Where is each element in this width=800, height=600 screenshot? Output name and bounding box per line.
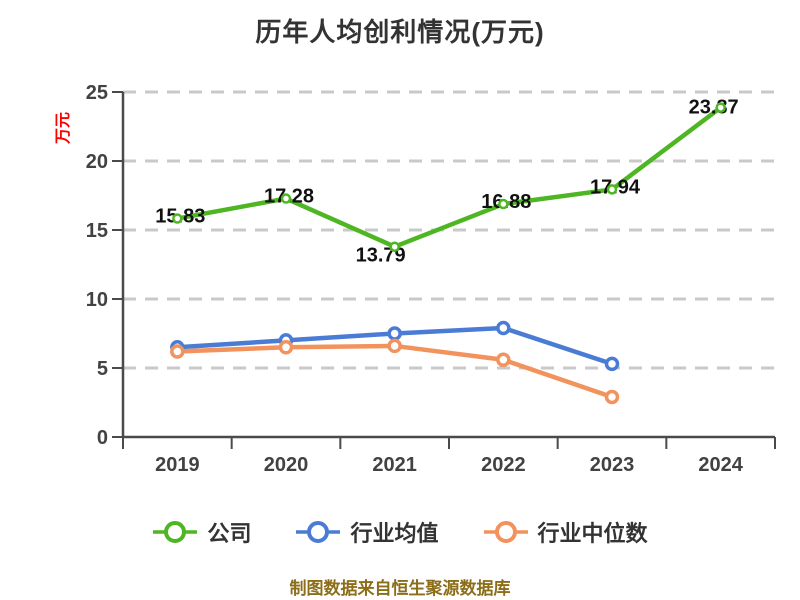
data-point [606, 184, 618, 195]
data-point [387, 326, 402, 341]
data-point [496, 320, 511, 336]
data-point [170, 344, 185, 359]
data-point [389, 241, 400, 252]
y-tick-label: 0 [97, 427, 108, 449]
y-tick-label: 10 [86, 289, 108, 311]
data-point [604, 356, 620, 372]
line-marker-icon [153, 521, 198, 543]
data-point [278, 340, 294, 355]
legend-item-industry-average: 行业均值 [295, 516, 439, 548]
y-tick-label: 5 [97, 358, 108, 380]
legend-label: 行业均值 [350, 521, 439, 546]
data-source-caption: 制图数据来自恒生聚源数据库 [289, 579, 511, 598]
data-label: 23.87 [689, 97, 739, 119]
data-point [387, 338, 402, 354]
data-point [715, 102, 726, 113]
chart-title: 历年人均创利情况(万元) [255, 17, 545, 47]
series-line-2 [175, 343, 615, 400]
x-tick-label: 2019 [155, 454, 200, 476]
x-tick-label: 2020 [264, 454, 309, 476]
legend-label: 行业中位数 [537, 521, 648, 546]
x-tick-label: 2024 [698, 454, 743, 476]
y-tick-label: 15 [86, 220, 108, 242]
x-tick-label: 2021 [372, 454, 417, 476]
line-marker-icon [483, 521, 528, 543]
line-marker-icon [296, 521, 341, 543]
legend: 公司 行业均值 行业中位数 [0, 516, 800, 548]
y-tick-label: 25 [86, 82, 108, 104]
data-point [498, 198, 509, 210]
data-point [604, 389, 620, 405]
series-line-0 [175, 105, 723, 249]
legend-item-industry-median: 行业中位数 [483, 516, 648, 548]
legend-label: 公司 [207, 521, 252, 546]
x-tick-label: 2023 [590, 454, 635, 476]
legend-item-company: 公司 [152, 516, 251, 548]
y-tick-label: 20 [86, 151, 108, 173]
x-tick-label: 2022 [481, 454, 526, 476]
data-point [280, 193, 292, 204]
data-point [172, 213, 183, 224]
data-point [496, 352, 511, 367]
